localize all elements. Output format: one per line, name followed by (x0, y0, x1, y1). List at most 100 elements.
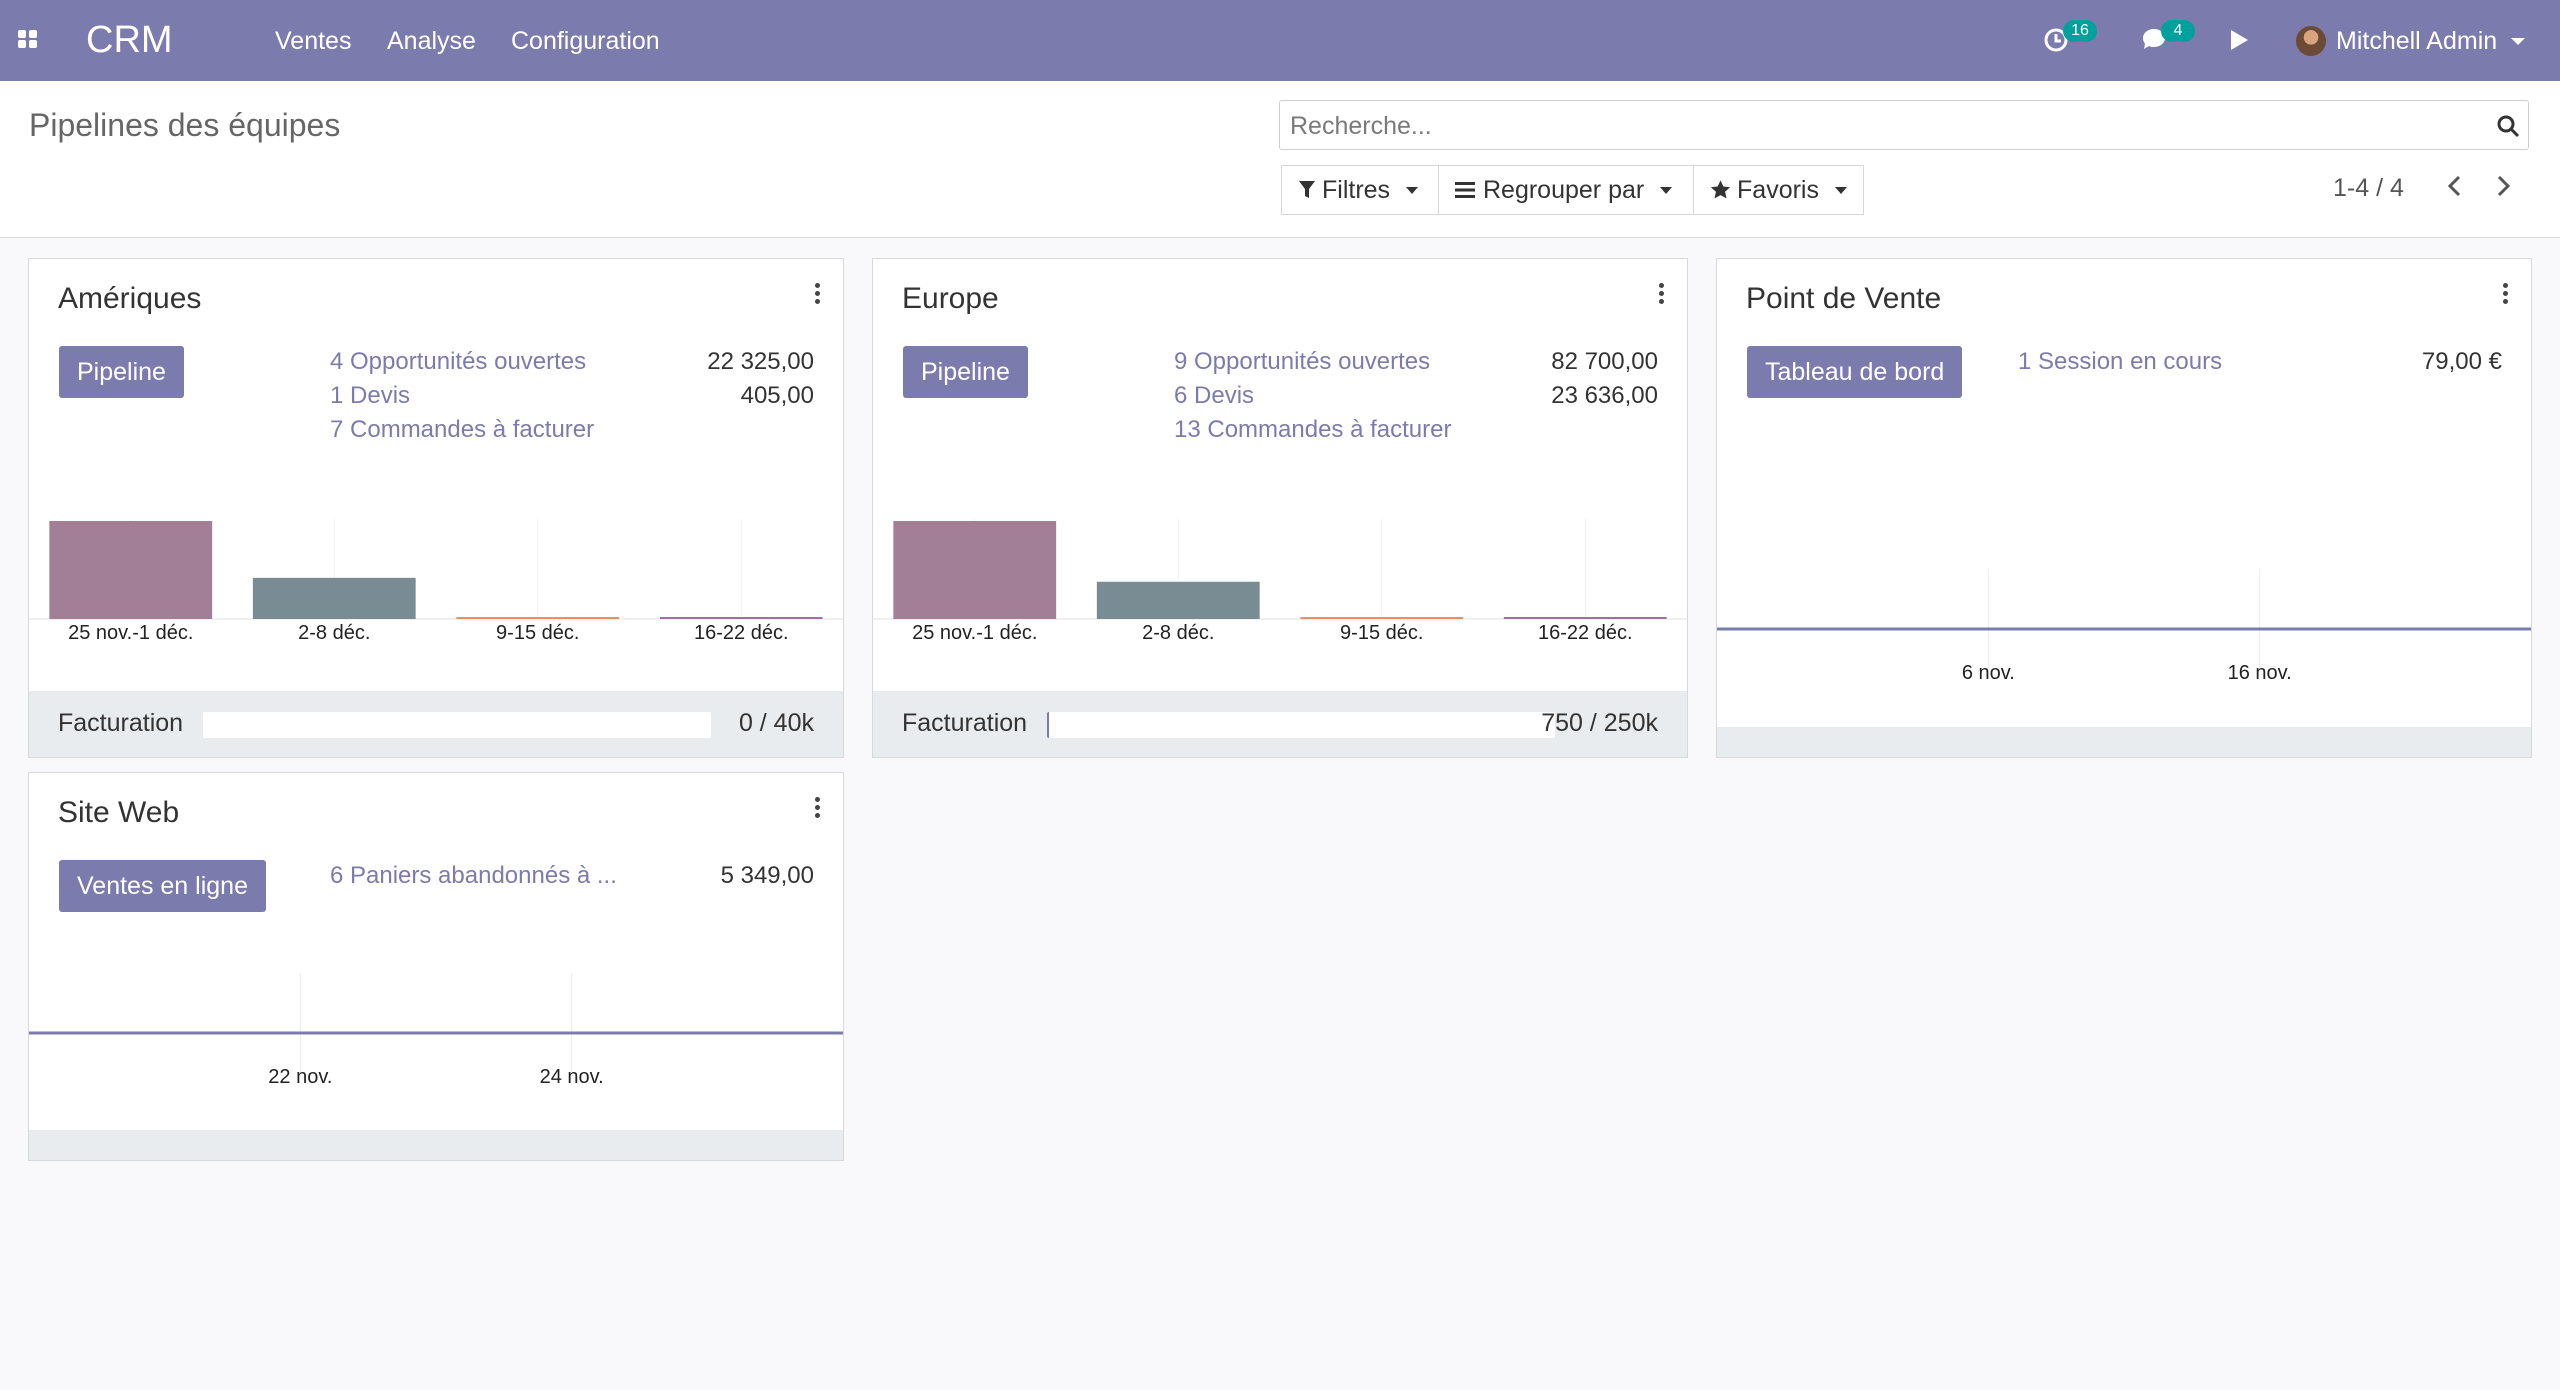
invoicing-value[interactable]: 750 / 250k (1541, 709, 1658, 737)
activity-button[interactable]: 16 (2043, 20, 2097, 58)
group-by-button[interactable]: Regrouper par (1438, 165, 1694, 215)
chart-tick-label: 9-15 déc. (496, 622, 579, 639)
messaging-button[interactable]: 4 (2141, 20, 2195, 58)
chart-bar (659, 617, 823, 619)
chart-tick-label: 16 nov. (2228, 662, 2292, 679)
apps-menu-icon[interactable] (18, 27, 42, 51)
dashboard-button[interactable]: Tableau de bord (1747, 346, 1963, 398)
card-title: Site Web (58, 796, 180, 829)
stat-link[interactable]: 6 Devis (1174, 382, 1255, 409)
chart-tick-label: 16-22 déc. (1538, 622, 1633, 639)
stat-value: 82 700,00 (1551, 348, 1658, 375)
stat-value: 22 325,00 (707, 348, 814, 375)
invoicing-progress-bar (203, 712, 711, 738)
online-sales-button[interactable]: Ventes en ligne (59, 860, 266, 912)
chart-bar (1096, 581, 1260, 619)
card-menu-icon[interactable] (813, 797, 821, 823)
invoicing-value[interactable]: 0 / 40k (738, 709, 814, 737)
chart-tick-label: 24 nov. (540, 1066, 604, 1083)
card-footer (29, 1130, 843, 1160)
activity-count-badge: 16 (2063, 20, 2097, 42)
page-title: Pipelines des équipes (29, 107, 341, 143)
favorites-button[interactable]: Favoris (1693, 165, 1864, 215)
play-button[interactable] (2228, 22, 2252, 58)
stat-link[interactable]: 9 Opportunités ouvertes (1174, 348, 1431, 375)
stat-link[interactable]: 4 Opportunités ouvertes (330, 348, 587, 375)
stat-link[interactable]: 1 Session en cours (2018, 348, 2223, 375)
invoicing-label: Facturation (902, 709, 1028, 737)
chart-tick-label: 2-8 déc. (1142, 622, 1214, 639)
filters-label: Filtres (1322, 175, 1391, 204)
favorites-label: Favoris (1737, 175, 1819, 204)
stat-link[interactable]: 1 Devis (330, 382, 411, 409)
filters-button[interactable]: Filtres (1281, 165, 1439, 215)
clock-icon (2044, 28, 2068, 52)
stat-value: 5 349,00 (720, 862, 814, 889)
stat-value: 405,00 (740, 382, 814, 409)
stat-value: 23 636,00 (1551, 382, 1658, 409)
chart-bar (49, 521, 213, 619)
pager-value[interactable]: 1-4 / 4 (2333, 174, 2404, 202)
menu-configuration[interactable]: Configuration (511, 27, 660, 55)
stat-link[interactable]: 13 Commandes à facturer (1174, 416, 1452, 443)
chart-bar (1503, 617, 1667, 619)
user-menu[interactable]: Mitchell Admin (2296, 24, 2526, 58)
search-input[interactable] (1288, 106, 2472, 146)
card-menu-icon[interactable] (2501, 283, 2509, 309)
chevron-left-icon[interactable] (2440, 171, 2470, 201)
chart-tick-label: 22 nov. (268, 1066, 332, 1083)
card-title: Europe (902, 282, 999, 315)
stat-value: 79,00 € (2421, 348, 2502, 375)
sales-line-chart[interactable]: 6 nov. 16 nov. (1717, 569, 2531, 679)
message-count-badge: 4 (2161, 20, 2195, 42)
chart-tick-label: 16-22 déc. (694, 622, 789, 639)
team-card-ameriques: Amériques Pipeline 4 Opportunités ouvert… (28, 258, 844, 758)
chevron-down-icon (2511, 37, 2526, 45)
pipeline-bar-chart[interactable]: 25 nov.-1 déc. 2-8 déc. 9-15 déc. 16-22 déc… (29, 519, 843, 639)
team-card-europe: Europe Pipeline 9 Opportunités ouvertes … (872, 258, 1688, 758)
chart-tick-label: 25 nov.-1 déc. (912, 622, 1037, 639)
card-title: Point de Vente (1746, 282, 1942, 315)
control-panel: Pipelines des équipes Filtres Regrouper … (0, 81, 2560, 238)
chart-bar (456, 617, 620, 619)
card-footer (1717, 727, 2531, 757)
chart-bar (893, 521, 1057, 619)
filter-icon (1299, 181, 1315, 198)
invoicing-progress-bar (1047, 712, 1555, 738)
chart-tick-label: 2-8 déc. (298, 622, 370, 639)
team-card-point-de-vente: Point de Vente Tableau de bord 1 Session… (1716, 258, 2532, 758)
invoicing-label: Facturation (58, 709, 184, 737)
chevron-down-icon (1835, 186, 1847, 194)
list-icon (1455, 182, 1475, 198)
menu-analyse[interactable]: Analyse (387, 27, 476, 55)
chart-bar (1300, 617, 1464, 619)
search-icon[interactable] (2496, 114, 2520, 138)
chart-tick-label: 6 nov. (1962, 662, 2015, 679)
top-navbar: CRM Ventes Analyse Configuration 16 4 Mi… (0, 0, 2560, 81)
user-name: Mitchell Admin (2336, 26, 2498, 55)
play-icon (2231, 30, 2248, 50)
pipeline-button[interactable]: Pipeline (903, 346, 1028, 398)
card-menu-icon[interactable] (813, 283, 821, 309)
stat-link[interactable]: 7 Commandes à facturer (330, 416, 595, 443)
chevron-down-icon (1406, 186, 1419, 194)
card-title: Amériques (58, 282, 202, 315)
pipeline-bar-chart[interactable]: 25 nov.-1 déc. 2-8 déc. 9-15 déc. 16-22 déc… (873, 519, 1687, 639)
chevron-right-icon[interactable] (2488, 171, 2518, 201)
chart-bar (252, 577, 416, 619)
search-box (1279, 100, 2529, 150)
sales-line-chart[interactable]: 22 nov. 24 nov. (29, 973, 843, 1083)
chart-tick-label: 25 nov.-1 déc. (68, 622, 193, 639)
chat-icon (2143, 29, 2165, 49)
avatar (2296, 26, 2326, 56)
card-footer: Facturation 0 / 40k (29, 691, 843, 757)
stat-link[interactable]: 6 Paniers abandonnés à ... (330, 862, 617, 889)
star-icon (1710, 180, 1731, 199)
group-by-label: Regrouper par (1483, 175, 1645, 204)
app-brand[interactable]: CRM (86, 19, 173, 61)
menu-ventes[interactable]: Ventes (275, 27, 352, 55)
team-card-site-web: Site Web Ventes en ligne 6 Paniers aband… (28, 772, 844, 1161)
card-menu-icon[interactable] (1657, 283, 1665, 309)
chart-tick-label: 9-15 déc. (1340, 622, 1423, 639)
pipeline-button[interactable]: Pipeline (59, 346, 184, 398)
